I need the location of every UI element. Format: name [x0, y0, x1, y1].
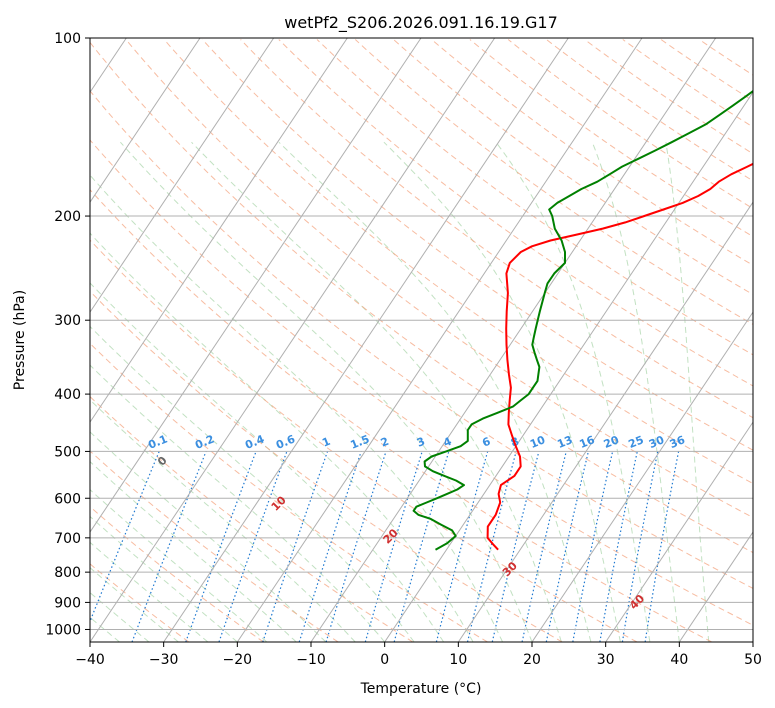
- mixing-ratio-line: [218, 451, 288, 642]
- dry-adiabats: [90, 39, 753, 642]
- mixing-ratio-line: [131, 451, 207, 642]
- x-tick-label: −40: [75, 652, 105, 668]
- y-tick-label: 700: [54, 531, 81, 547]
- x-tick-label: −10: [296, 652, 326, 668]
- isotherm-line: [90, 38, 275, 314]
- dry-adiabat-line: [90, 450, 339, 642]
- dry-adiabat-line: [316, 39, 753, 356]
- dry-adiabat-line: [163, 39, 753, 485]
- profiles: [412, 89, 753, 551]
- mixing-ratio-label: 13: [555, 433, 574, 451]
- temperature-profile: [486, 162, 753, 551]
- isotherm-line: [236, 38, 643, 642]
- mixing-ratio-label: 2: [379, 435, 391, 450]
- dry-adiabat-line: [584, 39, 753, 155]
- isotherm-line: [90, 38, 496, 642]
- isotherm-line: [384, 91, 753, 642]
- isobars: [90, 38, 753, 630]
- dry-adiabat-line: [546, 39, 753, 182]
- mixing-ratio-label: 20: [602, 433, 621, 451]
- plot-frame: [89, 37, 754, 643]
- mixing-ratio-label: 10: [528, 433, 547, 451]
- isotherms: [90, 38, 753, 642]
- mixing-ratio-label: 36: [668, 433, 687, 451]
- mixing-ratio-line: [262, 451, 329, 642]
- dry-adiabat-line: [507, 39, 753, 210]
- dry-adiabat-line: [202, 39, 753, 451]
- mixing-ratio-line: [364, 451, 423, 642]
- mixing-ratio-label: 25: [626, 433, 645, 451]
- y-axis-label: Pressure (hPa): [12, 290, 28, 390]
- y-tick-label: 200: [54, 209, 81, 225]
- isotherm-line: [457, 201, 753, 642]
- y-tick-label: 1000: [45, 622, 81, 638]
- y-axis: 100 200 300 400 500 600 700 800 900 1000: [45, 31, 90, 638]
- dry-adiabat-line: [469, 39, 753, 238]
- y-tick-label: 300: [54, 313, 81, 329]
- dry-adiabat-line: [125, 39, 753, 519]
- x-tick-label: 10: [449, 652, 467, 668]
- x-tick-label: 50: [744, 652, 762, 668]
- chart-title: wetPf2_S206.2026.091.16.19.G17: [284, 13, 558, 33]
- dry-adiabat-line: [90, 290, 563, 642]
- mixing-ratio-label: 1: [320, 435, 332, 450]
- isotherm-line: [163, 38, 569, 642]
- mixing-ratio-line: [466, 451, 517, 642]
- isotherm-line: [531, 311, 753, 642]
- mixing-ratio-line: [325, 451, 387, 642]
- y-tick-label: 100: [54, 31, 81, 47]
- dry-adiabat-line: [278, 39, 753, 387]
- dry-adiabat-line: [90, 188, 712, 642]
- y-tick-label: 400: [54, 387, 81, 403]
- x-axis: −40 −30 −20 −10 0 10 20 30 40 50: [75, 642, 762, 668]
- isotherm-line: [605, 421, 753, 642]
- dewpoint-profile: [412, 89, 753, 551]
- y-tick-label: 800: [54, 565, 81, 581]
- mixing-ratio-label: 3: [415, 435, 427, 450]
- x-tick-label: 40: [670, 652, 688, 668]
- y-tick-label: 500: [54, 444, 81, 460]
- mixing-ratio-label: 16: [578, 433, 597, 451]
- mixing-ratio-label: 30: [647, 433, 666, 451]
- x-axis-label: Temperature (°C): [360, 681, 482, 697]
- dry-adiabat-line: [240, 39, 753, 419]
- dry-adiabat-line: [90, 90, 753, 589]
- x-tick-label: 0: [380, 652, 389, 668]
- x-tick-label: −30: [149, 652, 179, 668]
- x-tick-label: 30: [597, 652, 615, 668]
- x-tick-label: −20: [223, 652, 253, 668]
- mixing-ratio-line: [435, 451, 489, 642]
- isotherm-line: [90, 38, 201, 204]
- isotherm-line: [310, 38, 717, 642]
- y-tick-label: 900: [54, 595, 81, 611]
- isotherm-line: [678, 531, 753, 642]
- x-tick-label: 20: [523, 652, 541, 668]
- mixing-ratio-line: [185, 451, 257, 642]
- mixing-ratio-line: [90, 451, 160, 624]
- isotherm-line: [90, 38, 422, 533]
- y-tick-label: 600: [54, 491, 81, 507]
- mixing-ratio-line: [298, 451, 362, 642]
- isotherm-line: [90, 38, 348, 423]
